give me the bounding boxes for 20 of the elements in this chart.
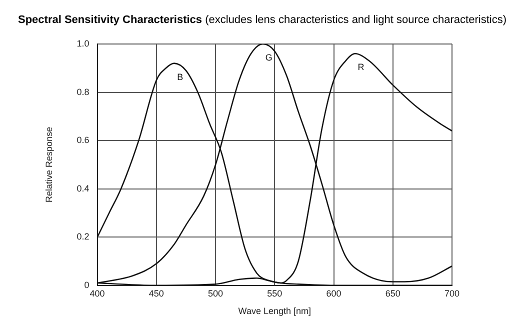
y-tick-label: 0	[84, 280, 90, 290]
y-tick-label: 0.8	[76, 86, 90, 97]
y-axis-title: Relative Response	[44, 126, 54, 202]
x-tick-label: 550	[267, 288, 282, 298]
x-tick-label: 600	[326, 288, 342, 298]
y-tick-label: 0.4	[76, 183, 90, 194]
x-tick-label: 500	[208, 288, 224, 298]
chart-subtitle: (excludes lens characteristics and light source characteristics)	[205, 14, 506, 26]
x-tick-label: 400	[90, 288, 105, 298]
y-tick-label: 1.0	[76, 38, 90, 48]
x-tick-label: 700	[444, 288, 460, 298]
x-tick-label: 650	[385, 288, 400, 298]
x-tick-label: 450	[148, 288, 164, 298]
chart-title: Spectral Sensitivity Characteristics	[18, 14, 202, 26]
y-tick-label: 0.6	[76, 135, 90, 146]
series-label: G	[265, 52, 272, 62]
series-label: R	[358, 62, 365, 72]
series-label: B	[177, 72, 184, 82]
y-tick-label: 0.2	[76, 232, 90, 242]
x-axis-title: Wave Length [nm]	[238, 306, 312, 316]
